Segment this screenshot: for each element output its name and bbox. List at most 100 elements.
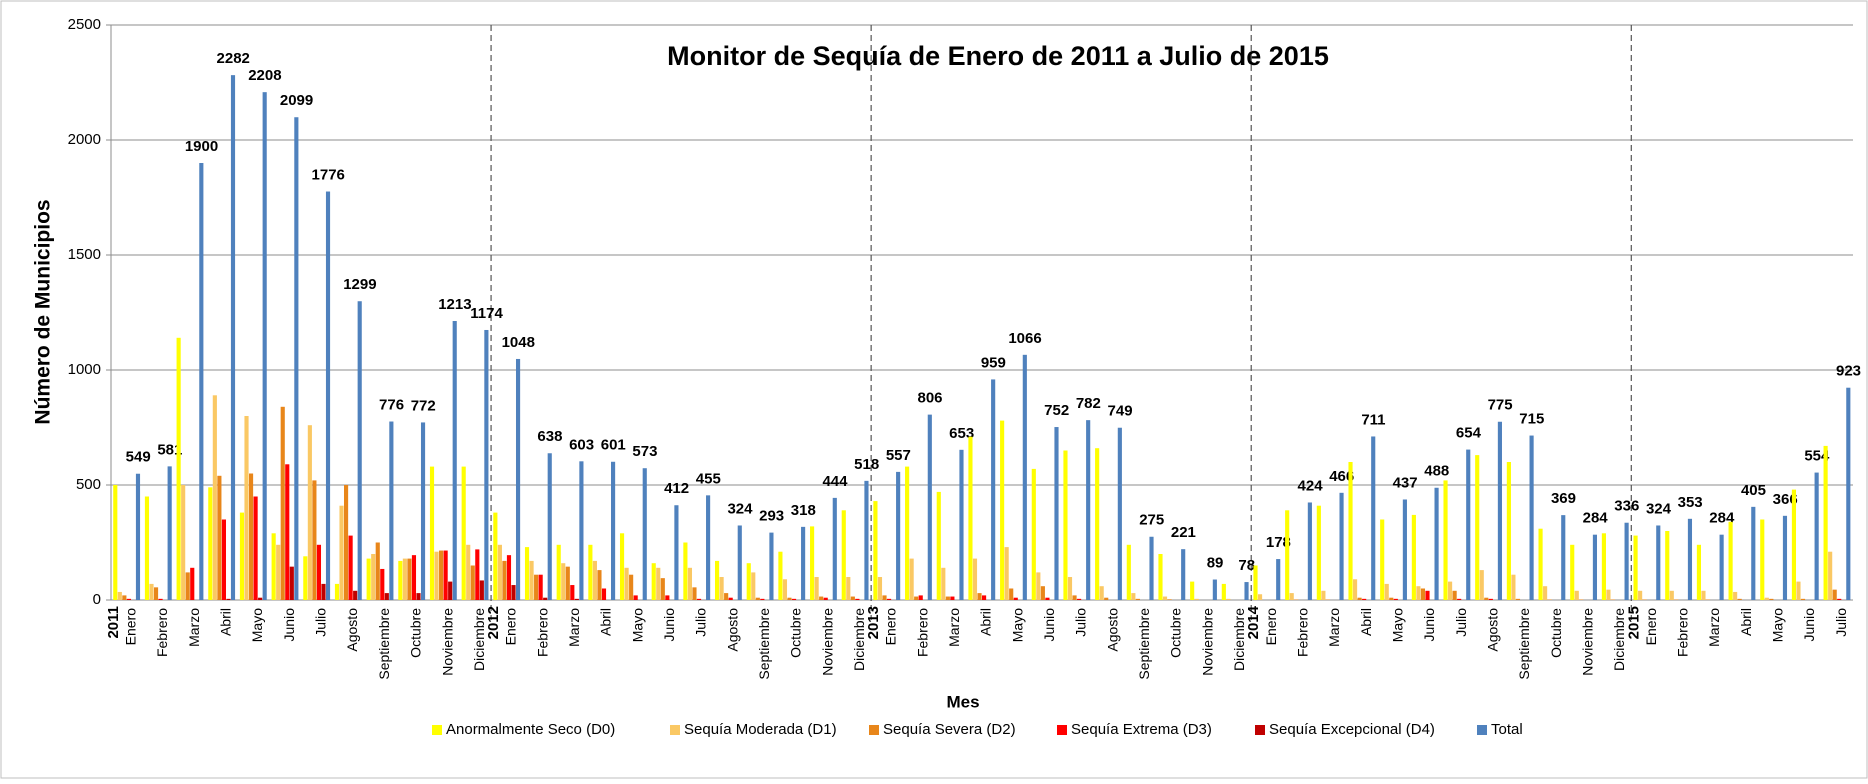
bar	[1602, 533, 1606, 600]
chart-title: Monitor de Sequía de Enero de 2011 a Jul…	[667, 41, 1329, 71]
x-tick-label: Diciembre	[1611, 608, 1627, 671]
x-tick-label: Septiembre	[1136, 608, 1152, 680]
bar	[1421, 589, 1425, 601]
x-tick-label: Agosto	[1484, 608, 1500, 652]
data-label: 806	[917, 390, 942, 407]
year-label: 2013	[865, 606, 882, 639]
data-label: 284	[1583, 510, 1609, 527]
data-label: 293	[759, 508, 784, 525]
bar	[977, 593, 981, 600]
bar	[1466, 450, 1470, 600]
bar	[530, 561, 534, 600]
bar	[982, 595, 986, 600]
bar	[258, 598, 262, 600]
bar	[339, 506, 343, 600]
bar	[1538, 529, 1542, 600]
data-label: 775	[1488, 397, 1513, 414]
data-label: 488	[1424, 463, 1449, 480]
legend-label: Total	[1491, 721, 1523, 738]
bar	[344, 485, 348, 600]
data-label: 78	[1238, 557, 1255, 574]
bar	[1167, 599, 1171, 600]
bar	[118, 592, 122, 600]
bar	[1068, 577, 1072, 600]
bar	[1448, 582, 1452, 600]
x-tick-label: Junio	[1421, 608, 1437, 642]
x-tick-label: Julio	[313, 608, 329, 637]
data-label: 959	[981, 354, 1006, 371]
bar	[177, 338, 181, 600]
bar	[244, 416, 248, 600]
bar	[1815, 473, 1819, 600]
bar	[914, 597, 918, 600]
bar	[1339, 493, 1343, 600]
bar	[385, 593, 389, 600]
bar	[1308, 502, 1312, 600]
bar	[787, 598, 791, 600]
bar	[1498, 422, 1502, 600]
bar	[453, 321, 457, 600]
bar	[692, 587, 696, 600]
legend-label: Sequía Moderada (D1)	[684, 721, 837, 738]
bar	[335, 584, 339, 600]
bar	[1561, 515, 1565, 600]
bar	[1380, 520, 1384, 601]
x-tick-label: Febrero	[534, 608, 550, 657]
legend-label: Sequía Excepcional (D4)	[1269, 721, 1435, 738]
bar	[154, 587, 158, 600]
bar	[1434, 488, 1438, 600]
x-tick-label: Junio	[281, 608, 297, 642]
bar	[222, 520, 226, 601]
data-label: 336	[1614, 498, 1639, 515]
y-tick-label: 0	[93, 591, 101, 608]
bar	[1226, 599, 1230, 600]
bar	[208, 487, 212, 600]
bar	[1371, 436, 1375, 600]
x-tick-label: Octubre	[788, 608, 804, 658]
bar	[1511, 575, 1515, 600]
bar	[769, 533, 773, 600]
bar	[1543, 586, 1547, 600]
bar	[1358, 598, 1362, 600]
bar	[1190, 582, 1194, 600]
bar	[1023, 355, 1027, 600]
bar	[751, 572, 755, 600]
legend-label: Sequía Extrema (D3)	[1071, 721, 1212, 738]
x-tick-label: Julio	[1073, 608, 1089, 637]
bar	[303, 556, 307, 600]
bar	[588, 545, 592, 600]
data-label: 369	[1551, 490, 1576, 507]
bar	[434, 552, 438, 600]
bar	[1828, 552, 1832, 600]
bar	[113, 485, 117, 600]
bar	[412, 555, 416, 600]
bar	[1480, 570, 1484, 600]
bar	[887, 599, 891, 600]
bar	[317, 545, 321, 600]
bar	[792, 599, 796, 600]
bar	[968, 437, 972, 600]
x-tick-label: Febrero	[1675, 608, 1691, 657]
x-tick-label: Diciembre	[471, 608, 487, 671]
y-tick-label: 1500	[68, 246, 101, 263]
bar	[439, 551, 443, 600]
bar	[1670, 591, 1674, 600]
bar	[1127, 545, 1131, 600]
bar	[462, 467, 466, 600]
year-label: 2012	[485, 606, 502, 639]
bar	[783, 579, 787, 600]
bar	[1041, 586, 1045, 600]
x-tick-label: Agosto	[1104, 608, 1120, 652]
bar	[778, 552, 782, 600]
bar	[430, 467, 434, 600]
x-tick-label: Noviembre	[439, 608, 455, 676]
data-label: 1213	[438, 296, 471, 313]
bar	[168, 466, 172, 600]
legend-swatch	[670, 725, 680, 735]
bar	[1638, 591, 1642, 600]
bar	[321, 584, 325, 600]
x-tick-label: Mayo	[249, 608, 265, 642]
bar	[254, 497, 258, 601]
data-label: 221	[1171, 524, 1196, 541]
